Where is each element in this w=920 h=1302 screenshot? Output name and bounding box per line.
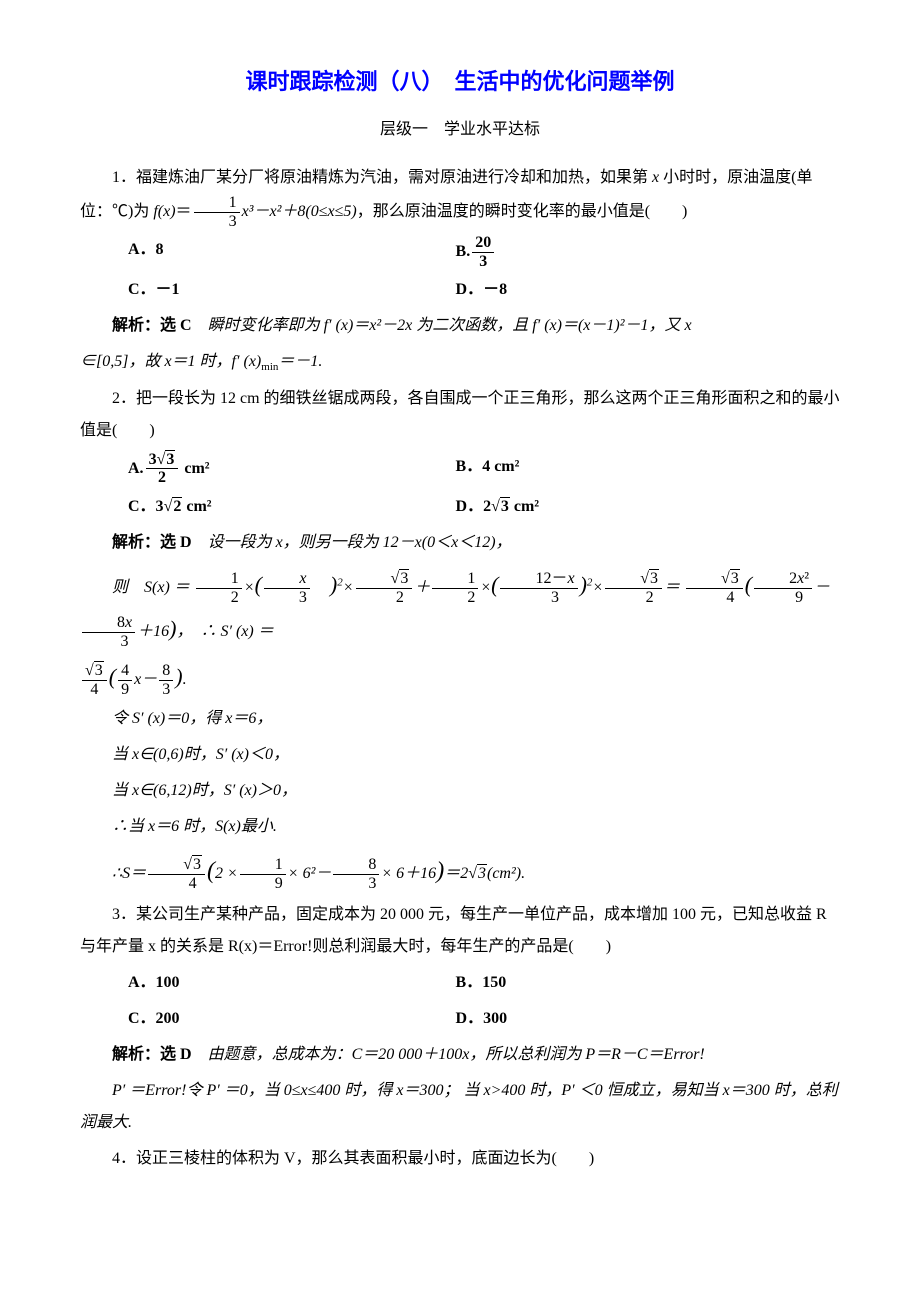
- q1-choice-a: A．8: [128, 234, 456, 270]
- q3-choice-d: D．300: [456, 1003, 784, 1035]
- q3-sol-1: 由题意，总成本为：C＝20 000＋100x，所以总利润为 P＝R－C＝Erro…: [208, 1046, 705, 1063]
- q1-frac-num: 1: [194, 194, 240, 213]
- q2-solution-5: 当 x∈(6,12)时，S′ (x)＞0，: [80, 775, 840, 807]
- q2-choice-b: B．4 cm²: [456, 451, 784, 487]
- q2-choice-c: C．3√2 cm²: [128, 491, 456, 523]
- q1-b-frac: 203: [472, 234, 494, 270]
- q2-sol-1: 设一段为 x，则另一段为 12－x(0＜x＜12)，: [208, 534, 512, 551]
- q1-sol-label: 解析：选 C: [112, 317, 208, 334]
- q2-a-pre: A.: [128, 459, 144, 476]
- q3-choice-a: A．100: [128, 967, 456, 999]
- q3-solution-1: 解析：选 D 由题意，总成本为：C＝20 000＋100x，所以总利润为 P＝R…: [80, 1039, 840, 1071]
- q2-solution-2: 则 S(x) ＝ 12×(x3)2×√32＋12×(12－x3)2×√32＝ √…: [80, 563, 840, 651]
- q3-choices-row2: C．200 D．300: [128, 1003, 840, 1035]
- q1-choices-row1: A．8 B.203: [128, 234, 840, 270]
- q3-stem: 3．某公司生产某种产品，固定成本为 20 000 元，每生产一单位产品，成本增加…: [80, 899, 840, 963]
- q1-choice-c: C．－1: [128, 274, 456, 306]
- q3-choice-c: C．200: [128, 1003, 456, 1035]
- q3-solution-2: P′ ＝Error!令 P′ ＝0，当 0≤x≤400 时，得 x＝300； 当…: [80, 1075, 840, 1139]
- q1-sol-3: ＝－1.: [278, 353, 322, 370]
- q1-text-1: 1．福建炼油厂某分厂将原油精炼为汽油，需对原油进行冷却和加热，如果第: [112, 169, 652, 186]
- q1-b-pre: B.: [456, 243, 471, 260]
- q2-choices-row1: A.3√32 cm² B．4 cm²: [128, 451, 840, 487]
- q1-solution: 解析：选 C 瞬时变化率即为 f′ (x)＝x²－2x 为二次函数，且 f′ (…: [80, 310, 840, 342]
- q2-choice-d: D．2√3 cm²: [456, 491, 784, 523]
- q2-solution-3: 令 S′ (x)＝0，得 x＝6，: [80, 703, 840, 735]
- q1-frac-den: 3: [194, 213, 240, 231]
- q2-choice-a: A.3√32 cm²: [128, 451, 456, 487]
- q1-sol-1: 瞬时变化率即为 f′ (x)＝x²－2x 为二次函数，且 f′ (x)＝(x－1…: [208, 317, 692, 334]
- q4-stem: 4．设正三棱柱的体积为 V，那么其表面积最小时，底面边长为( ): [80, 1143, 840, 1175]
- page-subtitle: 层级一 学业水平达标: [80, 114, 840, 146]
- page-title: 课时跟踪检测（八） 生活中的优化问题举例: [80, 60, 840, 104]
- q2-solution-1: 解析：选 D 设一段为 x，则另一段为 12－x(0＜x＜12)，: [80, 527, 840, 559]
- q1-stem: 1．福建炼油厂某分厂将原油精炼为汽油，需对原油进行冷却和加热，如果第 x 小时时…: [80, 162, 840, 230]
- q1-poly: x³－x²＋8(0≤x≤5): [242, 203, 357, 220]
- q2-sol-2: S(x) ＝: [144, 579, 194, 596]
- q3-sol-label: 解析：选 D: [112, 1046, 208, 1063]
- q1-choice-d: D．－8: [456, 274, 784, 306]
- q2-sol7-post: ＝2√3(cm²).: [444, 864, 525, 882]
- q1-eq: ＝: [176, 203, 192, 220]
- q1-solution-2: ∈[0,5]，故 x＝1 时，f′ (x)min＝－1.: [80, 346, 840, 378]
- q2-a-den: 2: [146, 469, 179, 487]
- q2-sol-2-pre: 则: [112, 579, 144, 596]
- q2-sol7-pre: ∴S＝: [112, 865, 146, 882]
- q2-solution-2b: √34(49x－83).: [80, 655, 840, 699]
- q2-a-num: 3√3: [146, 451, 179, 470]
- q2-stem: 2．把一段长为 12 cm 的细铁丝锯成两段，各自围成一个正三角形，那么这两个正…: [80, 383, 840, 447]
- q1-b-den: 3: [472, 253, 494, 271]
- q1-b-num: 20: [472, 234, 494, 253]
- q1-frac: 13: [194, 194, 240, 230]
- q1-sol-min: min: [261, 362, 278, 374]
- q2-a-frac: 3√32: [146, 451, 179, 487]
- q2-solution-7: ∴S＝√34(2 ×19× 6²－83× 6＋16)＝2√3(cm²).: [80, 847, 840, 895]
- q2-sol-label: 解析：选 D: [112, 534, 208, 551]
- q1-choices-row2: C．－1 D．－8: [128, 274, 840, 306]
- q1-choice-b: B.203: [456, 234, 784, 270]
- q2-a-unit: cm²: [180, 459, 209, 476]
- q2-solution-4: 当 x∈(0,6)时，S′ (x)＜0，: [80, 739, 840, 771]
- q2-solution-6: ∴当 x＝6 时，S(x)最小.: [80, 811, 840, 843]
- q3-choice-b: B．150: [456, 967, 784, 999]
- q1-text-3: ，那么原油温度的瞬时变化率的最小值是( ): [357, 203, 688, 220]
- q1-fx: f(x): [153, 203, 175, 220]
- q1-sol-2: ∈[0,5]，故 x＝1 时，f′ (x): [80, 353, 261, 370]
- q2-choices-row2: C．3√2 cm² D．2√3 cm²: [128, 491, 840, 523]
- q3-choices-row1: A．100 B．150: [128, 967, 840, 999]
